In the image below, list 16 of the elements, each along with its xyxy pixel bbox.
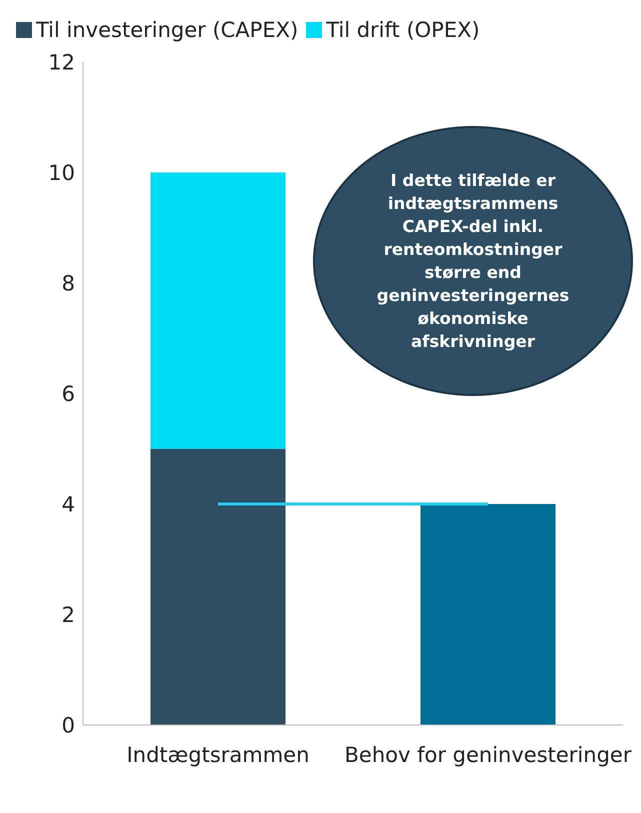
y-tick-label: 4 bbox=[62, 492, 75, 516]
x-tick-label: Indtægtsrammen bbox=[126, 742, 310, 767]
y-tick-label: 2 bbox=[62, 602, 75, 627]
legend-label: Til drift (OPEX) bbox=[325, 18, 480, 42]
bar bbox=[420, 504, 556, 725]
annotation: I dette tilfælde er indtægtsrammens CAPEX-del inkl. renteomkostninger større end geninvesteringernes økonomiske afskrivninger bbox=[376, 170, 570, 354]
y-tick-label: 6 bbox=[62, 382, 75, 406]
legend-label: Til investeringer (CAPEX) bbox=[35, 18, 298, 42]
y-tick-label: 8 bbox=[62, 271, 75, 296]
y-tick-label: 12 bbox=[48, 50, 75, 74]
y-tick-label: 10 bbox=[48, 160, 75, 185]
x-tick-label: Behov for geninvesteringer bbox=[344, 742, 632, 767]
callout-ellipse: I dette tilfælde er indtægtsrammens CAPEX-del inkl. renteomkostninger større end geninvesteringernes økonomiske afskrivninger bbox=[313, 126, 633, 396]
y-tick-label: 0 bbox=[62, 713, 75, 738]
bar bbox=[150, 448, 286, 725]
bar bbox=[150, 172, 286, 449]
